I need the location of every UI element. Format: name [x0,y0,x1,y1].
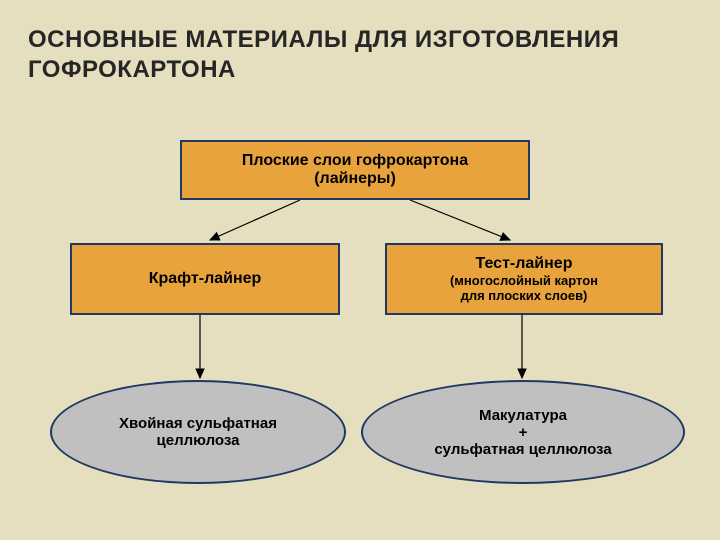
title-line-1: ОСНОВНЫЕ МАТЕРИАЛЫ ДЛЯ ИЗГОТОВЛЕНИЯ [28,25,619,55]
right-box-title: Тест-лайнер [476,255,573,273]
left-ellipse-softwood-cellulose: Хвойная сульфатная целлюлоза [50,380,346,484]
top-box-line1: Плоские слои гофрокартона [242,152,468,170]
slide-title: ОСНОВНЫЕ МАТЕРИАЛЫ ДЛЯ ИЗГОТОВЛЕНИЯ ГОФР… [28,25,619,85]
right-ellipse-line1: Макулатура [479,407,567,424]
right-ellipse-waste-paper: Макулатура + сульфатная целлюлоза [361,380,685,484]
right-box-sub1: (многослойный картон [450,273,598,288]
right-box-test-liner: Тест-лайнер (многослойный картон для пло… [385,243,663,315]
right-box-sub2: для плоских слоев) [461,288,588,303]
top-box-flat-layers: Плоские слои гофрокартона (лайнеры) [180,140,530,200]
left-box-title: Крафт-лайнер [149,270,262,288]
left-ellipse-line1: Хвойная сульфатная [119,415,277,432]
left-ellipse-line2: целлюлоза [157,432,240,449]
right-ellipse-line2: + [519,424,528,441]
title-line-2: ГОФРОКАРТОНА [28,55,619,85]
top-box-line2: (лайнеры) [314,170,396,188]
left-box-kraft-liner: Крафт-лайнер [70,243,340,315]
right-ellipse-line3: сульфатная целлюлоза [434,441,611,458]
